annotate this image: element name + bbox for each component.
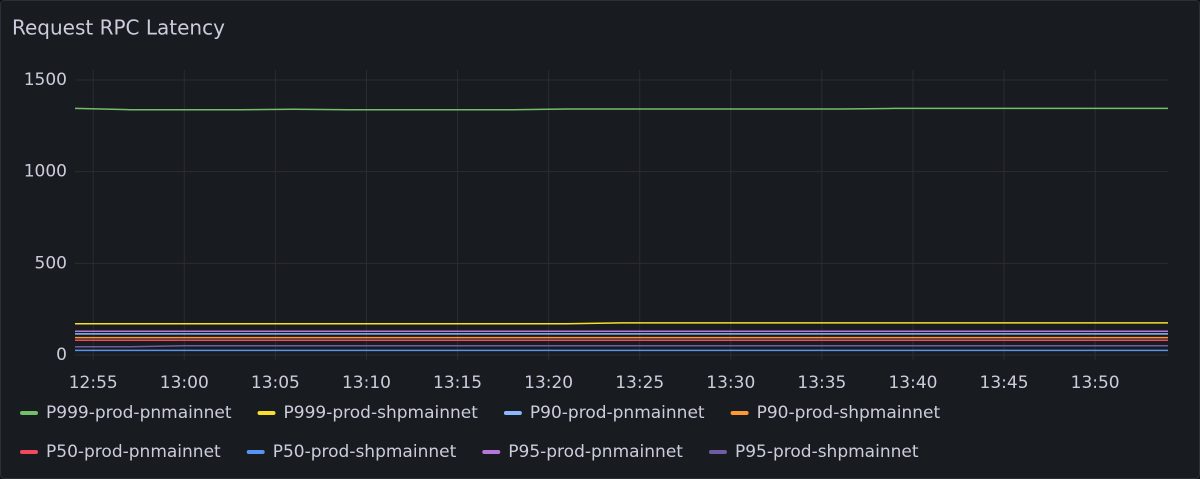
legend-swatch: [482, 450, 501, 454]
legend-label[interactable]: P95-prod-pnmainnet: [508, 442, 683, 462]
legend-label[interactable]: P90-prod-shpmainnet: [757, 403, 941, 423]
legend-swatch: [257, 411, 276, 415]
x-tick-label: 13:45: [980, 373, 1029, 393]
x-tick-label: 13:10: [342, 373, 391, 393]
x-tick-label: 13:40: [888, 373, 937, 393]
x-tick-label: 13:00: [160, 373, 209, 393]
legend-label[interactable]: P999-prod-shpmainnet: [284, 403, 479, 423]
series-line: [74, 107, 1168, 111]
legend-swatch: [246, 450, 265, 454]
y-tick-label: 500: [35, 253, 67, 273]
legend-label[interactable]: P95-prod-shpmainnet: [735, 442, 919, 462]
x-tick-label: 13:20: [524, 373, 573, 393]
x-tick-label: 12:55: [69, 373, 118, 393]
chart-title: Request RPC Latency: [12, 16, 225, 40]
legend-swatch: [708, 450, 727, 454]
x-tick-label: 13:05: [251, 373, 300, 393]
series-line: [75, 345, 1168, 348]
legend-label[interactable]: P50-prod-pnmainnet: [46, 442, 221, 462]
x-tick-label: 13:30: [706, 373, 755, 393]
legend-swatch: [20, 450, 38, 454]
legend-swatch: [730, 411, 749, 415]
legend-label[interactable]: P999-prod-pnmainnet: [46, 403, 232, 423]
y-tick-label: 1000: [24, 162, 67, 182]
x-tick-label: 13:50: [1071, 373, 1120, 393]
x-tick-label: 13:35: [797, 373, 846, 393]
x-tick-label: 13:15: [433, 373, 482, 393]
legend-label[interactable]: P50-prod-shpmainnet: [273, 442, 457, 462]
legend-swatch: [20, 411, 38, 415]
y-tick-label: 1500: [24, 70, 67, 90]
y-tick-label: 0: [56, 345, 67, 365]
legend-label[interactable]: P90-prod-pnmainnet: [530, 403, 705, 423]
legend-swatch: [503, 411, 522, 415]
series-line: [75, 322, 1168, 325]
x-tick-label: 13:25: [615, 373, 664, 393]
